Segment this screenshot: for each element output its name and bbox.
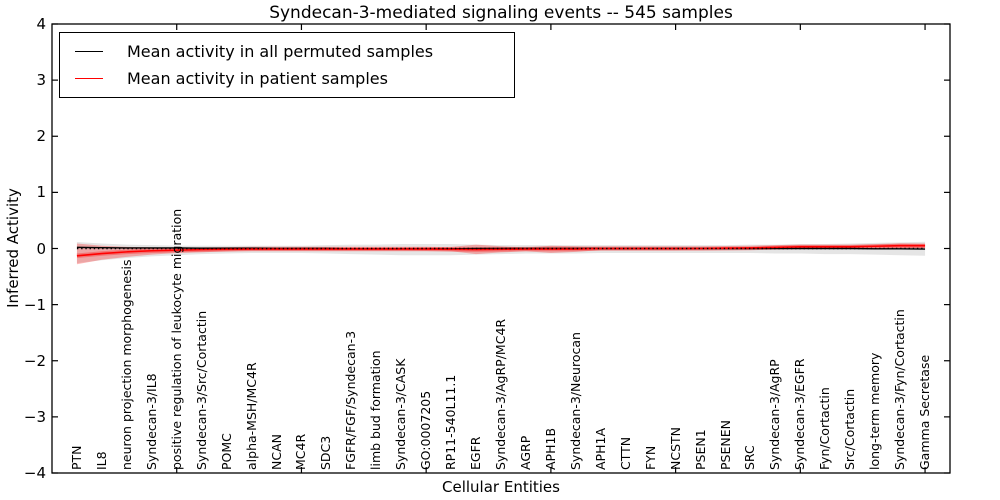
x-category-label: Src/Cortactin	[842, 388, 858, 470]
legend-line-sample-black	[75, 51, 103, 52]
x-category-label: positive regulation of leukocyte migrati…	[168, 208, 184, 470]
x-category-label: NCAN	[268, 434, 284, 470]
x-axis-label: Cellular Entities	[442, 478, 560, 496]
x-category-label: PTN	[68, 445, 84, 470]
y-tick-label: 2	[36, 127, 46, 146]
y-tick-label: 1	[36, 183, 46, 202]
permuted-samples-range-band	[76, 241, 926, 264]
x-category-label: FYN	[642, 445, 658, 470]
y-tick-label: 3	[36, 71, 46, 90]
x-category-label: limb bud formation	[368, 350, 384, 470]
y-tick-label: 4	[36, 15, 46, 33]
legend-item-permuted: Mean activity in all permuted samples	[75, 38, 514, 65]
x-category-label: MC4R	[293, 433, 309, 470]
patient-mean-line	[76, 244, 926, 257]
x-category-label: Syndecan-3/AgRP/MC4R	[493, 318, 508, 470]
x-category-label: long-term memory	[867, 352, 883, 470]
y-tick-label: −4	[23, 464, 46, 482]
x-category-label: IL8	[93, 451, 109, 470]
x-category-label: RP11-540L11.1	[443, 374, 459, 470]
legend-line-sample-red	[75, 78, 103, 79]
x-category-label: Syndecan-3/EGFR	[792, 358, 808, 470]
x-category-label: Syndecan-3/AgRP	[767, 359, 783, 470]
chart-title: Syndecan-3-mediated signaling events -- …	[269, 3, 733, 23]
x-category-label: Fyn/Cortactin	[817, 387, 833, 470]
x-category-label: SRC	[742, 445, 758, 470]
x-category-label: AGRP	[517, 435, 533, 470]
x-category-label: PSENEN	[717, 420, 733, 470]
x-category-label: neuron projection morphogenesis	[118, 259, 134, 470]
x-category-label: POMC	[218, 433, 234, 470]
x-category-label: PSEN1	[692, 429, 708, 470]
legend: Mean activity in all permuted samples Me…	[59, 32, 515, 98]
x-category-label: APH1B	[542, 427, 558, 470]
x-category-label: Syndecan-3/Src/Cortactin	[193, 310, 209, 470]
x-category-label: Syndecan-3/Neurocan	[567, 332, 583, 470]
x-category-label: GO:0007205	[418, 390, 434, 470]
x-category-label: APH1A	[592, 428, 608, 470]
plot-frame	[51, 23, 951, 474]
x-category-label: EGFR	[468, 436, 484, 470]
x-category-label: Syndecan-3/CASK	[393, 358, 409, 470]
x-category-label: FGFR/FGF/Syndecan-3	[343, 330, 359, 470]
y-tick-label: −2	[23, 351, 46, 370]
y-tick-label: −1	[23, 295, 46, 314]
x-category-label: CTTN	[617, 436, 633, 470]
legend-item-patient: Mean activity in patient samples	[75, 65, 514, 92]
x-category-label: Syndecan-3/IL8	[143, 373, 159, 470]
x-category-label: SDC3	[318, 435, 334, 470]
x-category-label: alpha-MSH/MC4R	[243, 362, 259, 470]
legend-label-permuted: Mean activity in all permuted samples	[127, 42, 434, 61]
y-tick-label: −3	[23, 407, 46, 426]
x-category-label: Syndecan-3/Fyn/Cortactin	[892, 309, 908, 470]
legend-label-patient: Mean activity in patient samples	[127, 69, 388, 88]
y-tick-label: 0	[36, 239, 46, 258]
x-category-label: NCSTN	[667, 427, 683, 470]
x-category-label: Gamma Secretase	[917, 354, 933, 470]
